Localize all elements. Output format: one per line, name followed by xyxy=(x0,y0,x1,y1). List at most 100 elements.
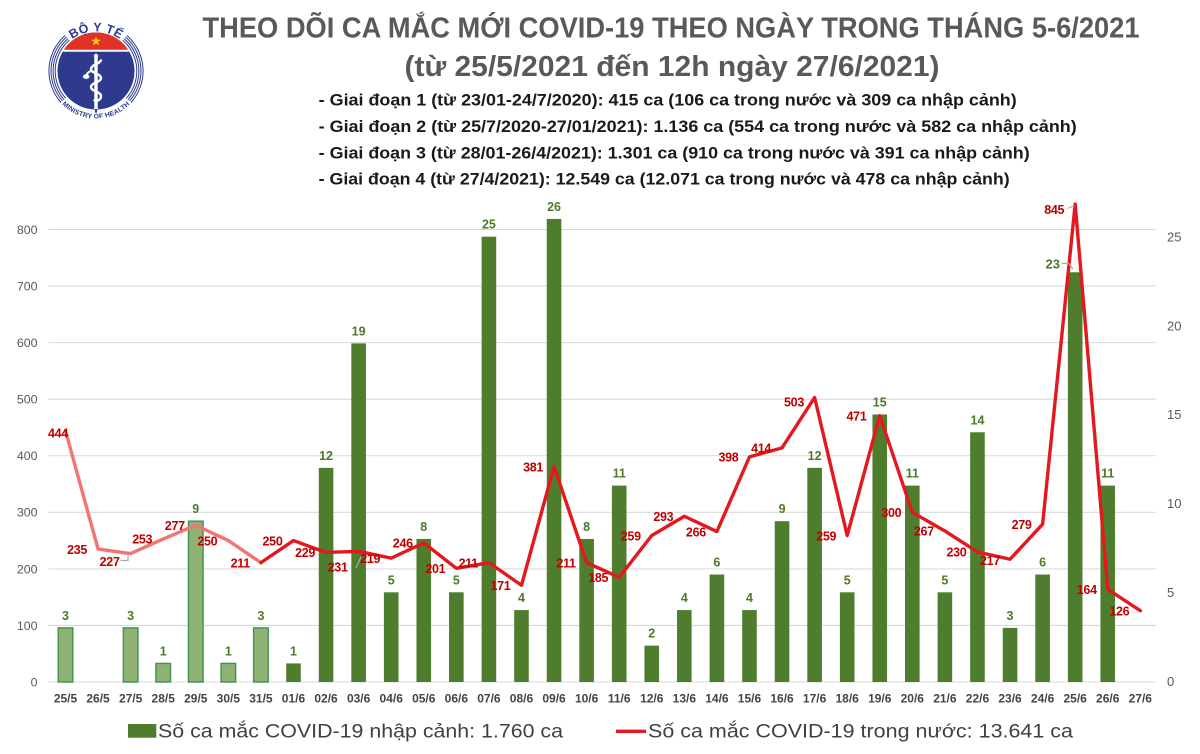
svg-text:400: 400 xyxy=(17,449,38,463)
svg-text:4: 4 xyxy=(518,591,525,605)
svg-text:19/6: 19/6 xyxy=(868,691,892,705)
svg-text:4: 4 xyxy=(746,591,753,605)
svg-text:398: 398 xyxy=(719,451,739,465)
svg-text:- Giai đoạn 1 (từ 23/01-24/7/2: - Giai đoạn 1 (từ 23/01-24/7/2020): 415 … xyxy=(319,92,1017,110)
svg-text:01/6: 01/6 xyxy=(282,691,306,705)
svg-text:3: 3 xyxy=(62,609,69,623)
svg-text:277: 277 xyxy=(165,519,185,533)
svg-text:26/6: 26/6 xyxy=(1096,691,1120,705)
svg-text:845: 845 xyxy=(1044,203,1064,217)
svg-text:- Giai đoạn 4 (từ 27/4/2021):: - Giai đoạn 4 (từ 27/4/2021): 12.549 ca … xyxy=(319,171,1010,189)
svg-text:381: 381 xyxy=(523,460,543,474)
svg-text:267: 267 xyxy=(914,525,934,539)
svg-text:14/6: 14/6 xyxy=(705,691,729,705)
svg-text:05/6: 05/6 xyxy=(412,691,436,705)
svg-text:06/6: 06/6 xyxy=(445,691,469,705)
svg-text:18/6: 18/6 xyxy=(836,691,860,705)
svg-text:25/6: 25/6 xyxy=(1063,691,1087,705)
svg-text:600: 600 xyxy=(17,336,38,350)
svg-text:185: 185 xyxy=(588,571,608,585)
svg-text:5: 5 xyxy=(1167,585,1174,600)
svg-text:28/5: 28/5 xyxy=(152,691,176,705)
svg-text:22/6: 22/6 xyxy=(966,691,990,705)
svg-text:8: 8 xyxy=(420,520,427,534)
svg-text:5: 5 xyxy=(941,573,948,587)
svg-text:13/6: 13/6 xyxy=(673,691,697,705)
svg-text:BỘ Y TẾ: BỘ Y TẾ xyxy=(66,20,126,42)
svg-text:293: 293 xyxy=(653,510,673,524)
svg-text:1: 1 xyxy=(225,644,232,658)
svg-text:9: 9 xyxy=(779,502,786,516)
svg-text:3: 3 xyxy=(257,609,264,623)
svg-text:500: 500 xyxy=(17,393,38,407)
svg-text:250: 250 xyxy=(263,534,283,548)
svg-text:503: 503 xyxy=(784,396,804,410)
svg-text:0: 0 xyxy=(1167,674,1174,689)
svg-text:211: 211 xyxy=(459,556,479,570)
svg-text:10: 10 xyxy=(1167,496,1181,511)
svg-text:200: 200 xyxy=(17,562,38,576)
svg-text:15: 15 xyxy=(1167,407,1181,422)
svg-text:279: 279 xyxy=(1012,518,1032,532)
svg-text:25/5: 25/5 xyxy=(54,691,78,705)
svg-text:07/6: 07/6 xyxy=(477,691,501,705)
svg-text:03/6: 03/6 xyxy=(347,691,371,705)
svg-text:253: 253 xyxy=(132,533,152,547)
svg-text:31/5: 31/5 xyxy=(249,691,273,705)
svg-text:26/5: 26/5 xyxy=(86,691,110,705)
svg-text:471: 471 xyxy=(847,410,867,424)
svg-text:0: 0 xyxy=(31,675,38,689)
svg-text:211: 211 xyxy=(231,556,251,570)
svg-text:14: 14 xyxy=(971,413,985,427)
svg-text:259: 259 xyxy=(816,529,836,543)
svg-text:09/6: 09/6 xyxy=(542,691,566,705)
svg-text:5: 5 xyxy=(453,573,460,587)
svg-text:20/6: 20/6 xyxy=(901,691,925,705)
svg-text:5: 5 xyxy=(844,573,851,587)
svg-text:164: 164 xyxy=(1077,583,1097,597)
svg-text:266: 266 xyxy=(686,525,706,539)
svg-text:246: 246 xyxy=(393,537,413,551)
svg-text:11: 11 xyxy=(613,467,626,481)
svg-text:700: 700 xyxy=(17,279,38,293)
svg-text:5: 5 xyxy=(388,573,395,587)
svg-text:- Giai đoạn 3 (từ 28/01-26/4/2: - Giai đoạn 3 (từ 28/01-26/4/2021): 1.30… xyxy=(319,144,1030,162)
svg-text:04/6: 04/6 xyxy=(380,691,404,705)
svg-text:12/6: 12/6 xyxy=(640,691,664,705)
svg-text:12: 12 xyxy=(319,449,333,463)
svg-text:1: 1 xyxy=(290,644,297,658)
svg-text:16/6: 16/6 xyxy=(770,691,794,705)
svg-text:3: 3 xyxy=(127,609,134,623)
svg-text:800: 800 xyxy=(17,223,38,237)
svg-text:15/6: 15/6 xyxy=(738,691,762,705)
svg-text:9: 9 xyxy=(192,502,199,516)
svg-text:(từ 25/5/2021 đến 12h ngày 27/: (từ 25/5/2021 đến 12h ngày 27/6/2021) xyxy=(405,51,940,83)
svg-text:229: 229 xyxy=(295,546,315,560)
svg-text:17/6: 17/6 xyxy=(803,691,827,705)
svg-text:219: 219 xyxy=(360,552,380,566)
svg-text:300: 300 xyxy=(17,506,38,520)
svg-text:414: 414 xyxy=(751,442,771,456)
svg-text:21/6: 21/6 xyxy=(933,691,957,705)
svg-text:27/5: 27/5 xyxy=(119,691,143,705)
svg-text:25: 25 xyxy=(1167,229,1181,244)
svg-text:227: 227 xyxy=(100,555,120,569)
svg-text:126: 126 xyxy=(1109,604,1129,618)
svg-text:4: 4 xyxy=(681,591,688,605)
svg-text:15: 15 xyxy=(873,396,887,410)
svg-text:171: 171 xyxy=(491,579,511,593)
svg-text:8: 8 xyxy=(583,520,590,534)
svg-text:- Giai đoạn 2 (từ 25/7/2020-27: - Giai đoạn 2 (từ 25/7/2020-27/01/2021):… xyxy=(319,118,1077,136)
svg-text:23/6: 23/6 xyxy=(998,691,1022,705)
svg-text:25: 25 xyxy=(482,218,496,232)
svg-text:259: 259 xyxy=(621,529,641,543)
svg-text:THEO DÕI CA MẮC MỚI COVID-19 T: THEO DÕI CA MẮC MỚI COVID-19 THEO NGÀY T… xyxy=(203,11,1140,45)
svg-text:231: 231 xyxy=(328,561,348,575)
svg-text:6: 6 xyxy=(713,556,720,570)
svg-text:29/5: 29/5 xyxy=(184,691,208,705)
svg-text:230: 230 xyxy=(946,546,966,560)
svg-text:2: 2 xyxy=(648,627,655,641)
svg-text:02/6: 02/6 xyxy=(314,691,338,705)
svg-text:211: 211 xyxy=(556,556,576,570)
svg-text:100: 100 xyxy=(17,619,38,633)
